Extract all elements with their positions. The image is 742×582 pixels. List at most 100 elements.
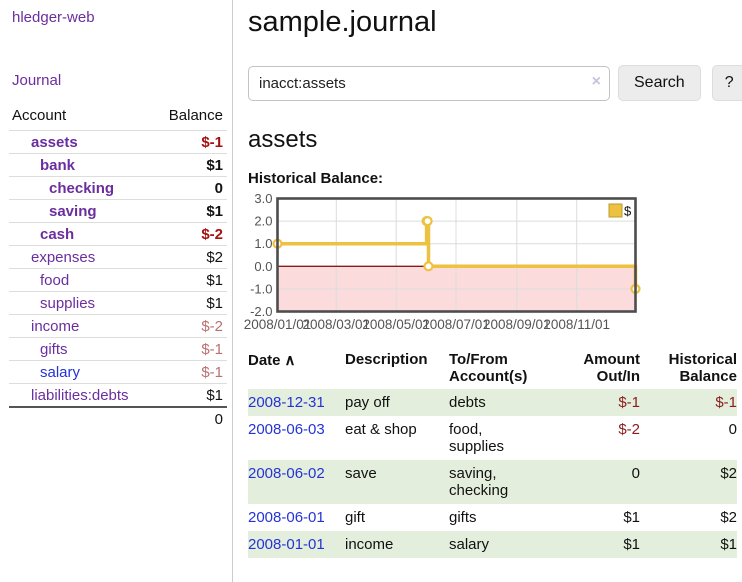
transaction-amount: $-2 xyxy=(618,421,640,438)
account-row: liabilities:debts $1 xyxy=(9,383,227,407)
historical-balance-chart: $3.0 2.0 1.0 0.0 -1.0 -2.0 2008/01/01 2008/03/0… xyxy=(244,191,740,335)
register-row: 2008-06-03 eat & shop food, supplies $-2… xyxy=(248,416,737,460)
transaction-date-link[interactable]: 2008-06-02 xyxy=(248,465,325,482)
account-link-assets[interactable]: assets xyxy=(31,133,78,151)
transaction-balance: $2 xyxy=(720,509,737,526)
account-row: checking 0 xyxy=(9,176,227,200)
register-header-balance: Historical Balance xyxy=(668,351,737,385)
legend-label: $ xyxy=(624,204,632,219)
legend-swatch xyxy=(608,203,623,218)
transaction-date-link[interactable]: 2008-06-01 xyxy=(248,509,325,526)
account-balance: $-1 xyxy=(153,337,227,361)
svg-text:-2.0: -2.0 xyxy=(250,304,272,319)
register-row: 2008-01-01 income salary $1 $1 xyxy=(248,531,737,558)
account-row: food $1 xyxy=(9,268,227,292)
transaction-balance: $1 xyxy=(720,536,737,553)
account-page-title: assets xyxy=(248,126,318,153)
transaction-accounts: gifts xyxy=(449,509,477,526)
svg-text:2008/03/01: 2008/03/01 xyxy=(303,317,371,332)
transaction-description: save xyxy=(345,465,377,482)
page-title: sample.journal xyxy=(248,6,437,38)
main-content: sample.journal × Search ? assets Histori… xyxy=(244,0,742,558)
account-link-bank[interactable]: bank xyxy=(40,156,76,174)
sidebar: hledger-web Journal Account Balance asse… xyxy=(0,0,233,582)
transaction-description: income xyxy=(345,536,394,553)
transaction-description: gift xyxy=(345,509,366,526)
help-button[interactable]: ? xyxy=(711,65,742,101)
chart-title: Historical Balance: xyxy=(248,170,384,187)
accounts-total-row: 0 xyxy=(9,406,227,430)
accounts-table: Account Balance assets $-1 bank $1 check… xyxy=(9,103,227,430)
account-row: income $-2 xyxy=(9,314,227,338)
account-row: salary $-1 xyxy=(9,360,227,384)
account-balance: $-1 xyxy=(153,130,227,154)
account-link-liabilities-debts[interactable]: liabilities:debts xyxy=(31,386,129,404)
account-link-food[interactable]: food xyxy=(40,271,70,289)
transaction-accounts: food, supplies xyxy=(449,421,505,455)
transaction-amount: $1 xyxy=(623,509,640,526)
transaction-date-link[interactable]: 2008-06-03 xyxy=(248,421,325,438)
svg-text:1.0: 1.0 xyxy=(254,236,272,251)
account-balance: $1 xyxy=(153,383,227,407)
account-link-cash[interactable]: cash xyxy=(40,225,75,243)
transaction-amount: $1 xyxy=(623,536,640,553)
transaction-description: pay off xyxy=(345,394,390,411)
search-button[interactable]: Search xyxy=(618,65,701,101)
transaction-description: eat & shop xyxy=(345,421,417,438)
account-row: cash $-2 xyxy=(9,222,227,246)
svg-text:2008/07/01: 2008/07/01 xyxy=(422,317,490,332)
account-balance: $2 xyxy=(153,245,227,269)
transaction-balance: 0 xyxy=(728,421,737,438)
account-balance: $1 xyxy=(153,268,227,292)
account-link-income[interactable]: income xyxy=(31,317,80,335)
account-balance: $1 xyxy=(153,291,227,315)
accounts-header-row: Account Balance xyxy=(9,103,227,131)
search-input[interactable] xyxy=(248,65,610,101)
sidebar-item-journal[interactable]: Journal xyxy=(12,72,62,89)
account-row: assets $-1 xyxy=(9,130,227,154)
transaction-amount: 0 xyxy=(631,465,640,482)
account-balance: $-2 xyxy=(153,314,227,338)
svg-text:2008/11/01: 2008/11/01 xyxy=(543,317,610,332)
sort-asc-icon: ∧ xyxy=(284,352,296,369)
account-balance: 0 xyxy=(153,176,227,200)
account-balance: $-1 xyxy=(153,360,227,384)
account-row: expenses $2 xyxy=(9,245,227,269)
register-header-date[interactable]: Date ∧ xyxy=(248,352,296,369)
account-link-checking[interactable]: checking xyxy=(49,179,115,197)
account-row: gifts $-1 xyxy=(9,337,227,361)
svg-text:3.0: 3.0 xyxy=(254,191,272,206)
register-header-amount: Amount Out/In xyxy=(583,351,640,385)
transaction-date-link[interactable]: 2008-12-31 xyxy=(248,394,325,411)
accounts-header-balance: Balance xyxy=(168,107,223,124)
account-link-gifts[interactable]: gifts xyxy=(40,340,68,358)
register-header-description: Description xyxy=(345,351,428,368)
accounts-header-account: Account xyxy=(12,107,67,124)
account-row: supplies $1 xyxy=(9,291,227,315)
svg-text:2.0: 2.0 xyxy=(254,214,272,229)
account-row: saving $1 xyxy=(9,199,227,223)
svg-text:2008/01/01: 2008/01/01 xyxy=(244,317,312,332)
account-row: bank $1 xyxy=(9,153,227,177)
account-link-saving[interactable]: saving xyxy=(49,202,97,220)
register-header-row: Date ∧ Description To/From Account(s) Amo… xyxy=(248,348,737,389)
transaction-balance: $2 xyxy=(720,465,737,482)
account-balance: $-2 xyxy=(153,222,227,246)
transaction-accounts: salary xyxy=(449,536,490,553)
register-table: Date ∧ Description To/From Account(s) Amo… xyxy=(248,348,737,558)
transaction-balance: $-1 xyxy=(715,394,737,411)
account-balance: $1 xyxy=(153,153,227,177)
svg-text:0.0: 0.0 xyxy=(254,259,272,274)
register-header-accounts: To/From Account(s) xyxy=(449,351,528,385)
account-link-salary[interactable]: salary xyxy=(40,363,81,381)
transaction-accounts: saving, checking xyxy=(449,465,509,499)
register-row: 2008-06-02 save saving, checking 0 $2 xyxy=(248,460,737,504)
transaction-date-link[interactable]: 2008-01-01 xyxy=(248,536,325,553)
transaction-accounts: debts xyxy=(449,394,486,411)
register-row: 2008-06-01 gift gifts $1 $2 xyxy=(248,504,737,531)
account-link-supplies[interactable]: supplies xyxy=(40,294,96,312)
account-link-expenses[interactable]: expenses xyxy=(31,248,96,266)
svg-text:2008/05/01: 2008/05/01 xyxy=(362,317,430,332)
brand-link[interactable]: hledger-web xyxy=(12,9,95,26)
clear-search-icon[interactable]: × xyxy=(591,72,601,90)
